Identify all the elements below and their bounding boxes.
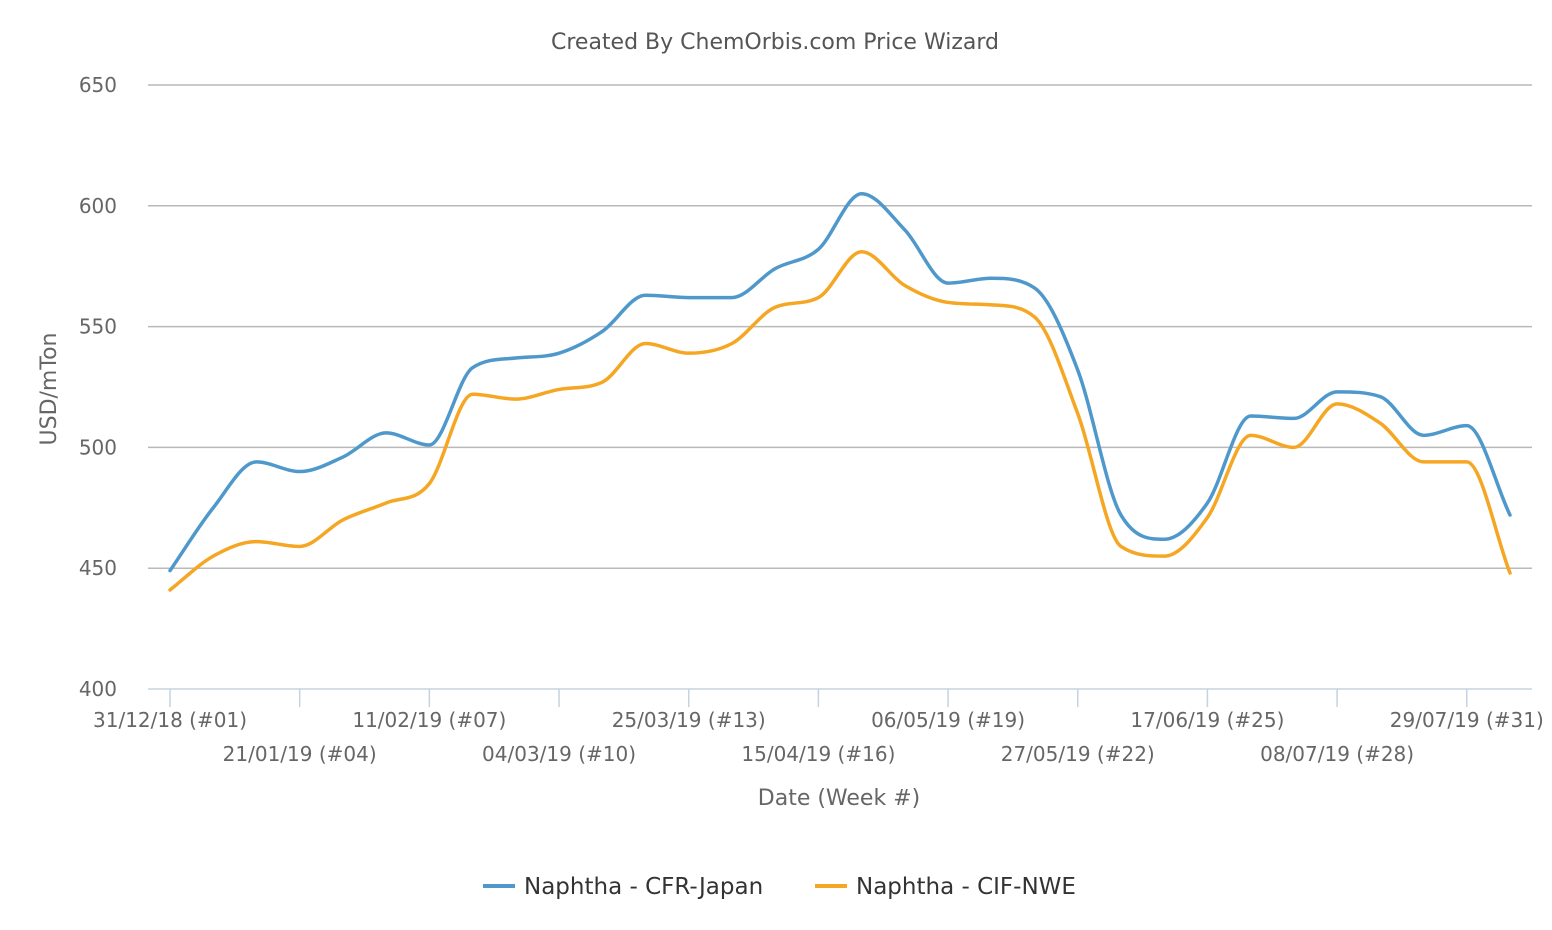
x-tick-label: 27/05/19 (#22) <box>1001 742 1155 766</box>
y-tick-label: 500 <box>79 435 117 459</box>
legend-item-2[interactable]: Naphtha - CIF-NWE <box>815 874 1076 900</box>
y-axis-title: USD/mTon <box>37 333 62 446</box>
x-tick-label: 21/01/19 (#04) <box>223 742 377 766</box>
x-tick-label: 06/05/19 (#19) <box>871 708 1025 732</box>
x-tick-label: 08/07/19 (#28) <box>1260 742 1414 766</box>
series-line-1[interactable] <box>168 191 1512 573</box>
x-tick-label: 29/07/19 (#31) <box>1390 708 1544 732</box>
gridlines <box>148 84 1532 569</box>
chart-title: Created By ChemOrbis.com Price Wizard <box>551 30 999 55</box>
x-tick-label: 04/03/19 (#10) <box>482 742 636 766</box>
y-tick-label: 600 <box>79 194 117 218</box>
legend-label: Naphtha - CFR-Japan <box>524 874 763 900</box>
x-tick-label: 25/03/19 (#13) <box>612 708 766 732</box>
series-line-2[interactable] <box>168 249 1512 592</box>
y-tick-label: 450 <box>79 556 117 580</box>
x-tick-label: 17/06/19 (#25) <box>1130 708 1284 732</box>
x-axis-title: Date (Week #) <box>758 786 920 811</box>
legend-item-1[interactable]: Naphtha - CFR-Japan <box>483 874 763 900</box>
x-axis: 31/12/18 (#01) 21/01/19 (#04) 11/02/19 (#0… <box>93 688 1544 766</box>
y-axis: 400 450 500 550 600 650 <box>79 73 117 701</box>
y-tick-label: 400 <box>79 677 117 701</box>
series-lines <box>168 191 1512 592</box>
y-tick-label: 550 <box>79 315 117 339</box>
legend: Naphtha - CFR-Japan Naphtha - CIF-NWE <box>483 874 1076 900</box>
x-tick-label: 11/02/19 (#07) <box>352 708 506 732</box>
y-tick-label: 650 <box>79 73 117 97</box>
x-tick-label: 15/04/19 (#16) <box>741 742 895 766</box>
x-tick-label: 31/12/18 (#01) <box>93 708 247 732</box>
legend-label: Naphtha - CIF-NWE <box>856 874 1076 900</box>
